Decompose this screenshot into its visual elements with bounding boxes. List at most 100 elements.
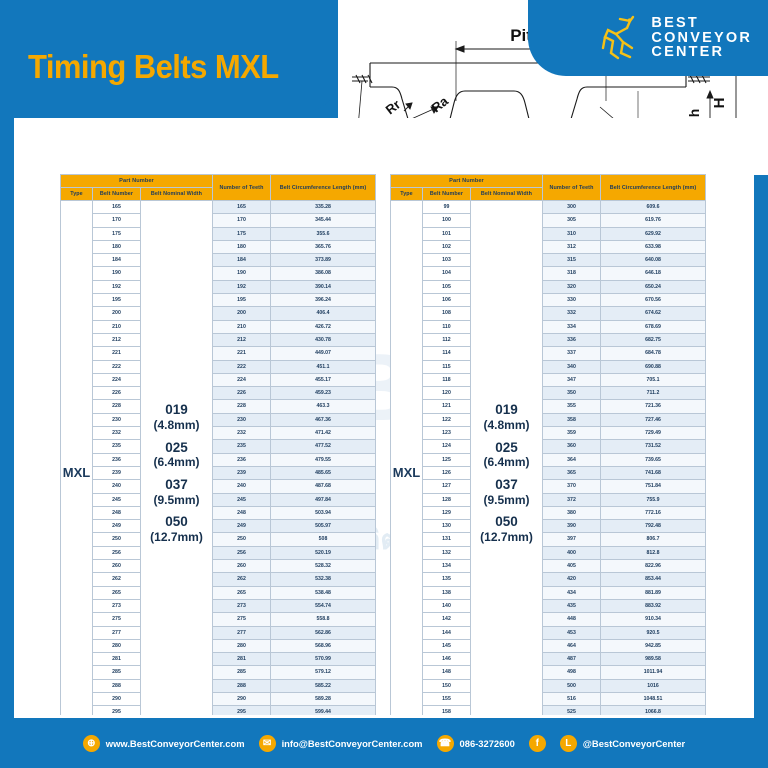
cell-number-of-teeth: 262 [212,572,271,587]
cell-number-of-teeth: 397 [542,532,601,547]
header-belt-number: Belt Number [92,187,141,201]
footer-contact-text: 086-3272600 [459,737,515,749]
cell-circumference: 646.18 [600,266,706,281]
cell-number-of-teeth: 239 [212,465,271,481]
cell-belt-number: 190 [92,266,141,281]
cell-circumference: 739.65 [600,452,706,467]
cell-circumference: 629.92 [600,226,706,241]
phone-icon[interactable]: ☎ [436,734,454,752]
cell-number-of-teeth: 365 [542,465,601,481]
cell-circumference: 881.89 [600,585,706,600]
cell-belt-number: 232 [92,426,141,441]
cell-number-of-teeth: 360 [542,439,601,454]
cell-number-of-teeth: 334 [542,319,601,334]
cell-circumference: 650.24 [600,279,706,295]
cell-number-of-teeth: 222 [212,359,271,374]
footer-contact-item[interactable]: f [528,734,546,752]
width-option: 025 (6.4mm) [141,440,212,470]
cell-belt-number: 256 [92,545,141,561]
cell-belt-number: 180 [92,239,141,255]
table-row: 102 312 633.98 [391,239,706,255]
table-row: 104 318 646.18 [391,266,706,281]
table-row: 200 200 406.4 [61,306,376,321]
cell-belt-number: 118 [422,372,471,388]
width-mm: (6.4mm) [153,455,200,470]
header-type: Type [60,187,93,201]
cell-number-of-teeth: 400 [542,545,601,561]
cell-number-of-teeth: 212 [212,332,271,348]
cell-number-of-teeth: 500 [542,678,601,693]
facebook-icon[interactable]: f [528,734,546,752]
table-row: 110 334 678.69 [391,319,706,334]
cell-number-of-teeth: 190 [212,266,271,281]
cell-belt-number: 144 [422,625,471,640]
cell-belt-number: 262 [92,572,141,587]
cell-circumference: 467.36 [270,412,376,428]
cell-number-of-teeth: 312 [542,239,601,255]
cell-belt-number: 212 [92,332,141,348]
cell-belt-number: 280 [92,638,141,654]
footer-contact-item[interactable]: L @BestConveyorCenter [559,734,685,752]
footer-contact-text: www.BestConveyorCenter.com [105,737,245,749]
page-title: Timing Belts MXL [28,48,279,85]
header-belt-nominal-width: Belt Nominal Width [470,187,543,201]
cell-number-of-teeth: 340 [542,359,601,374]
cell-circumference: 505.97 [270,519,376,534]
table-row: 106 330 670.56 [391,293,706,308]
table-row: 131 397 806.7 [391,532,706,547]
cell-number-of-teeth: 290 [212,691,271,707]
cell-circumference: 451.1 [270,359,376,374]
cell-belt-number: 221 [92,346,141,361]
cell-belt-number: 184 [92,253,141,268]
cell-belt-number: 192 [92,279,141,295]
cell-number-of-teeth: 256 [212,545,271,561]
footer-contact-item[interactable]: ✉ info@BestConveyorCenter.com [258,734,423,752]
cell-belt-number: 260 [92,559,141,574]
table-row: 148 498 1011.94 [391,665,706,680]
table-row: 114 337 684.78 [391,346,706,361]
cell-number-of-teeth: 170 [212,213,271,228]
cell-belt-number: 112 [422,332,471,348]
cell-belt-number: 120 [422,386,471,401]
cell-circumference: 989.58 [600,652,706,667]
globe-icon[interactable]: ⊕ [82,734,100,752]
cell-belt-number: 277 [92,625,141,640]
logo-line-3: CENTER [651,44,725,61]
table-row: 212 212 430.78 [61,332,376,348]
diagram-label-H: H [711,98,728,109]
cell-circumference: 812.8 [600,545,706,561]
cell-number-of-teeth: 498 [542,665,601,680]
cell-circumference: 711.2 [600,386,706,401]
cell-belt-number: 114 [422,346,471,361]
header-part-number: Part Number [60,174,213,188]
width-mm: (4.8mm) [153,418,200,433]
cell-number-of-teeth: 350 [542,386,601,401]
line-icon[interactable]: L [559,734,577,752]
cell-circumference: 345.44 [270,213,376,228]
cell-circumference: 883.92 [600,598,706,614]
cell-number-of-teeth: 320 [542,279,601,295]
table-row: 288 288 585.22 [61,678,376,693]
footer-contact-item[interactable]: ⊕ www.BestConveyorCenter.com [82,734,245,752]
diagram-label-Ra: Ra [429,93,452,116]
table-row: 112 336 682.75 [391,332,706,348]
footer-contact-item[interactable]: ☎ 086-3272600 [436,734,515,752]
table-row: 256 256 520.19 [61,545,376,561]
table-row: 128 372 755.9 [391,492,706,507]
cell-belt-number: 222 [92,359,141,374]
footer-contact-text: info@BestConveyorCenter.com [281,737,423,749]
cell-number-of-teeth: 516 [542,691,601,707]
header-circumference: Belt Circumference Length (mm) [270,174,376,201]
cell-circumference: 920.5 [600,625,706,640]
cell-circumference: 806.7 [600,532,706,547]
cell-number-of-teeth: 370 [542,479,601,494]
email-icon[interactable]: ✉ [258,734,276,752]
cell-circumference: 619.76 [600,213,706,228]
table-row: 175 175 355.6 [61,226,376,241]
cell-belt-number: 165 [92,199,141,215]
table-row: 103 315 640.08 [391,253,706,268]
cell-circumference: 678.69 [600,319,706,334]
cell-circumference: 554.74 [270,598,376,614]
cell-number-of-teeth: 230 [212,412,271,428]
cell-circumference: 1048.51 [600,691,706,707]
